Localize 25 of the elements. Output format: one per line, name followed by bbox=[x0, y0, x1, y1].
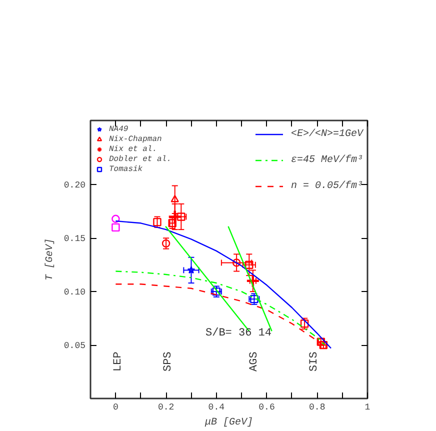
legend-label: Tomasik bbox=[109, 164, 143, 174]
x-tick-label: 0.6 bbox=[258, 402, 275, 412]
annotation: S/B= 36 14 bbox=[206, 328, 272, 340]
x-axis-title: μB [GeV] bbox=[204, 416, 254, 428]
legend-label: n = 0.05/fm³ bbox=[290, 180, 363, 192]
legend-label: <E>/<N>=1GeV bbox=[290, 128, 363, 140]
annotation: SIS bbox=[308, 351, 320, 372]
y-tick-label: 0.05 bbox=[64, 341, 86, 352]
y-tick-label: 0.10 bbox=[64, 288, 86, 298]
legend-label: Dobler et al. bbox=[109, 154, 172, 164]
annotation: AGS bbox=[248, 351, 260, 372]
legend-label: ε=45 MeV/fm³ bbox=[290, 154, 363, 166]
x-tick-label: 0 bbox=[112, 402, 118, 412]
y-tick-label: 0.20 bbox=[64, 180, 86, 191]
y-tick-label: 0.15 bbox=[64, 234, 86, 244]
x-tick-label: 0.4 bbox=[208, 402, 225, 412]
y-axis-title: T [GeV] bbox=[44, 238, 56, 281]
x-tick-label: 1 bbox=[364, 402, 370, 412]
legend-label: Nix-Chapman bbox=[109, 134, 162, 144]
legend-label: Nix et al. bbox=[109, 144, 158, 154]
legend-label: NA49 bbox=[109, 124, 129, 134]
annotation: LEP bbox=[112, 351, 124, 372]
annotation: SPS bbox=[162, 351, 174, 372]
x-tick-label: 0.8 bbox=[309, 402, 326, 412]
x-tick-label: 0.2 bbox=[158, 402, 174, 412]
